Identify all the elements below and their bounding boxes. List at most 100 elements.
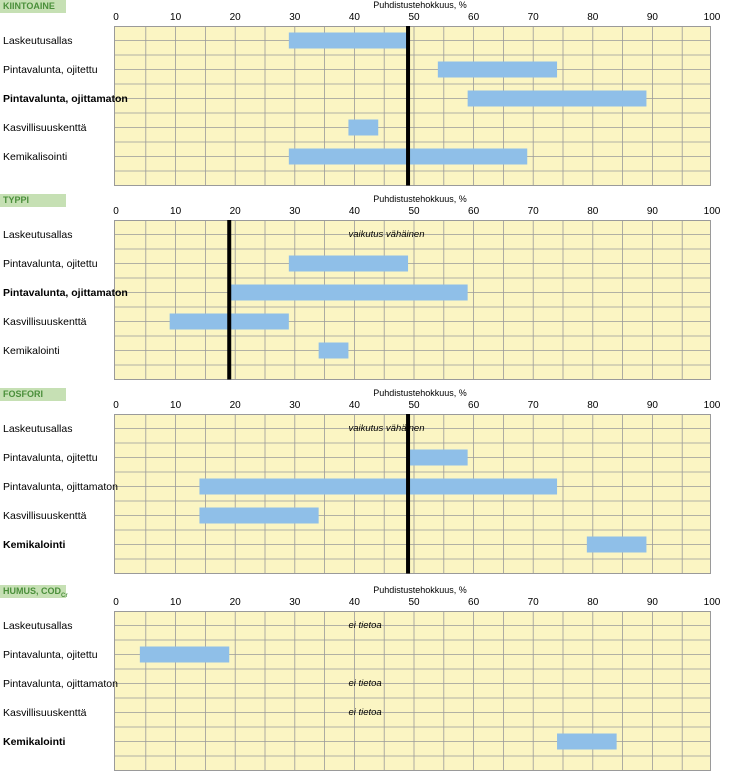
tick-label: 80 <box>587 206 599 217</box>
axis-title: Puhdistustehokkuus, % <box>373 585 467 595</box>
category-label: Pintavalunta, ojitettu <box>3 257 98 270</box>
tick-label: 10 <box>170 12 182 23</box>
tick-label: 60 <box>468 12 480 23</box>
range-bar <box>348 119 379 136</box>
chart-panel: FOSFORI Puhdistustehokkuus, % 0 10 20 30 40 50 6… <box>0 388 733 583</box>
range-bar <box>199 478 558 495</box>
tick-label: 90 <box>646 597 658 608</box>
range-bar <box>199 507 319 524</box>
category-label: Pintavalunta, ojitettu <box>3 63 98 76</box>
range-bar <box>139 646 230 663</box>
tick-label: 80 <box>587 597 599 608</box>
tick-label: 40 <box>348 206 360 217</box>
range-bar <box>229 284 468 301</box>
tick-label: 80 <box>587 400 599 411</box>
tick-label: 50 <box>408 400 420 411</box>
tick-label: 30 <box>289 597 301 608</box>
tick-label: 10 <box>170 597 182 608</box>
chart-title-text: TYPPI <box>3 195 30 205</box>
chart-panel: KIINTOAINE Puhdistustehokkuus, % 0 10 20 30 40… <box>0 0 733 195</box>
category-label: Kemikalointi <box>3 735 66 748</box>
range-bar <box>586 536 647 553</box>
category-label: Pintavalunta, ojittamaton <box>3 286 128 299</box>
tick-label: 0 <box>113 206 119 217</box>
chart-panel: TYPPI Puhdistustehokkuus, % 0 10 20 30 40 50 60 7… <box>0 194 733 389</box>
axis-title: Puhdistustehokkuus, % <box>373 388 467 398</box>
tick-label: 10 <box>170 206 182 217</box>
tick-label: 60 <box>468 597 480 608</box>
category-label: Pintavalunta, ojittamaton <box>3 92 128 105</box>
plot-svg <box>114 26 711 186</box>
tick-label: 0 <box>113 597 119 608</box>
row-note: vaikutus vähäinen <box>348 422 425 434</box>
category-label: Pintavalunta, ojittamaton <box>3 677 118 690</box>
tick-label: 70 <box>527 597 539 608</box>
tick-label: 100 <box>703 206 721 217</box>
tick-label: 0 <box>113 12 119 23</box>
range-bar <box>437 61 558 78</box>
chart-title: KIINTOAINE <box>0 0 66 13</box>
tick-label: 70 <box>527 206 539 217</box>
tick-label: 50 <box>408 206 420 217</box>
row-note: ei tietoa <box>348 706 382 718</box>
category-label: Pintavalunta, ojitettu <box>3 451 98 464</box>
axis-title: Puhdistustehokkuus, % <box>373 0 467 10</box>
plot-svg <box>114 611 711 771</box>
plot-svg <box>114 414 711 574</box>
tick-labels: 0 10 20 30 40 50 60 70 80 90 100 <box>0 400 733 412</box>
tick-label: 90 <box>646 12 658 23</box>
tick-label: 10 <box>170 400 182 411</box>
chart-panel: HUMUS, CODCr Puhdistustehokkuus, % 0 10 20 30… <box>0 585 733 780</box>
tick-labels: 0 10 20 30 40 50 60 70 80 90 100 <box>0 597 733 609</box>
category-label: Kasvillisuuskenttä <box>3 121 87 134</box>
tick-label: 90 <box>646 206 658 217</box>
tick-label: 20 <box>229 206 241 217</box>
tick-label: 0 <box>113 400 119 411</box>
tick-label: 100 <box>703 400 721 411</box>
chart-title: FOSFORI <box>0 388 66 401</box>
row-note: vaikutus vähäinen <box>348 228 425 240</box>
tick-label: 40 <box>348 597 360 608</box>
tick-label: 50 <box>408 597 420 608</box>
range-bar <box>288 32 409 49</box>
tick-label: 30 <box>289 400 301 411</box>
category-label: Kasvillisuuskenttä <box>3 706 87 719</box>
tick-label: 80 <box>587 12 599 23</box>
chart-title-text: KIINTOAINE <box>3 1 55 11</box>
chart-title: HUMUS, CODCr <box>0 585 68 599</box>
tick-label: 70 <box>527 12 539 23</box>
tick-labels: 0 10 20 30 40 50 60 70 80 90 100 <box>0 12 733 24</box>
category-label: Laskeutusallas <box>3 228 73 241</box>
category-label: Laskeutusallas <box>3 422 73 435</box>
category-label: Kemikalointi <box>3 344 60 357</box>
range-bar <box>288 255 409 272</box>
range-bar <box>318 342 349 359</box>
category-label: Laskeutusallas <box>3 34 73 47</box>
category-label: Pintavalunta, ojitettu <box>3 648 98 661</box>
plot-svg <box>114 220 711 380</box>
chart-title-subscript: Cr <box>61 592 68 599</box>
row-note: ei tietoa <box>348 619 382 631</box>
category-label: Kemikalisointi <box>3 150 68 163</box>
chart-title: TYPPI <box>0 194 66 207</box>
category-label: Kemikalointi <box>3 538 66 551</box>
range-bar <box>557 733 617 750</box>
tick-label: 20 <box>229 597 241 608</box>
range-bar <box>467 90 647 107</box>
tick-label: 20 <box>229 400 241 411</box>
tick-label: 60 <box>468 400 480 411</box>
tick-label: 70 <box>527 400 539 411</box>
chart-title-text: HUMUS, COD <box>3 586 61 596</box>
tick-label: 30 <box>289 12 301 23</box>
chart-title-text: FOSFORI <box>3 389 43 399</box>
tick-label: 100 <box>703 597 721 608</box>
tick-label: 40 <box>348 400 360 411</box>
tick-label: 30 <box>289 206 301 217</box>
tick-label: 60 <box>468 206 480 217</box>
category-label: Laskeutusallas <box>3 619 73 632</box>
category-label: Kasvillisuuskenttä <box>3 509 87 522</box>
axis-title: Puhdistustehokkuus, % <box>373 194 467 204</box>
tick-label: 40 <box>348 12 360 23</box>
tick-label: 20 <box>229 12 241 23</box>
row-note: ei tietoa <box>348 677 382 689</box>
